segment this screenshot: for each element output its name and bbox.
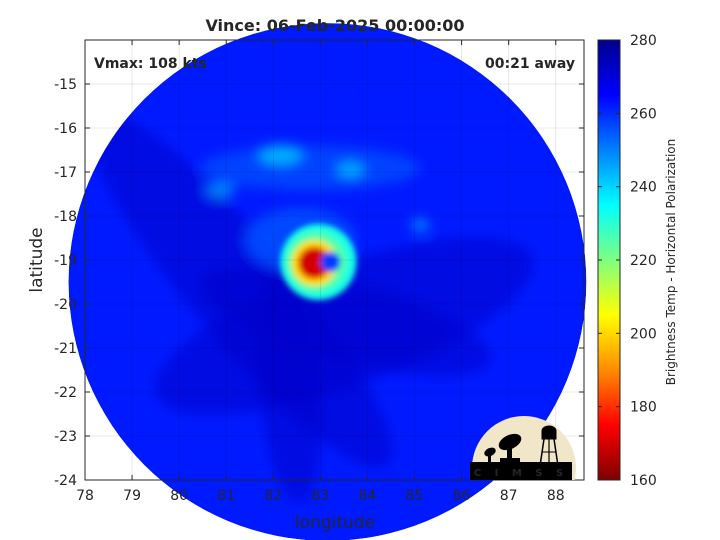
eyewall: [280, 224, 357, 300]
dark-band: [257, 263, 321, 503]
colorbar-tick-label: 160: [630, 473, 657, 489]
colorbar-tick-label: 180: [630, 400, 657, 416]
x-tick-label: 81: [217, 488, 235, 504]
water-tower-icon: [539, 425, 559, 467]
y-axis-ticks: -15 -16 -17 -18 -19 -20 -21 -22 -23 -24: [54, 77, 584, 489]
logo-banner: [470, 462, 572, 480]
eyewall-core: [298, 247, 331, 279]
time-away-label: 00:21 away: [485, 56, 575, 72]
x-tick-label: 83: [311, 488, 329, 504]
vmax-label: Vmax: 108 kts: [94, 56, 207, 72]
colorbar-tick-label: 220: [630, 253, 657, 269]
colorbar-tick-label: 260: [630, 106, 657, 122]
colorbar-ticks: 160 180 200 220 240 260 280: [598, 33, 657, 489]
grid: [84, 40, 584, 481]
x-tick-label: 80: [170, 488, 188, 504]
colorbar-label: Brightness Temp - Horizontal Polarizatio…: [664, 139, 678, 386]
rain-bands: [86, 109, 534, 503]
microwave-swath-image: [68, 23, 587, 540]
colorbar-tick-label: 280: [630, 33, 657, 49]
y-tick-label: -19: [54, 253, 77, 269]
x-tick-label: 79: [123, 488, 141, 504]
x-axis-label: longitude: [295, 513, 375, 533]
outer-band-cell: [206, 183, 235, 197]
outer-band-cell: [258, 145, 303, 165]
x-tick-label: 84: [359, 488, 377, 504]
y-tick-label: -23: [54, 429, 77, 445]
y-tick-label: -18: [54, 209, 77, 225]
y-tick-label: -22: [54, 385, 77, 401]
y-tick-label: -16: [54, 121, 77, 137]
cimss-logo: C I M S S: [470, 416, 576, 480]
y-tick-label: -21: [54, 341, 77, 357]
x-tick-label: 88: [547, 488, 565, 504]
colorbar-tick-label: 240: [630, 180, 657, 196]
outer-band-cell: [411, 219, 430, 231]
y-tick-label: -17: [54, 165, 77, 181]
y-tick-label: -20: [54, 297, 77, 313]
x-tick-label: 86: [453, 488, 471, 504]
x-tick-label: 85: [406, 488, 424, 504]
dish-icon: [484, 433, 522, 462]
outer-band: [200, 146, 421, 190]
x-tick-label: 87: [500, 488, 518, 504]
eye: [320, 252, 341, 272]
y-tick-label: -15: [54, 77, 77, 93]
x-tick-label: 82: [264, 488, 282, 504]
y-axis-label: latitude: [27, 227, 47, 292]
logo-text: C I M S S: [474, 468, 568, 479]
x-tick-label: 78: [76, 488, 94, 504]
y-tick-label: -24: [54, 473, 77, 489]
chart-title: Vince: 06-Feb-2025 00:00:00: [205, 16, 464, 35]
x-axis-ticks: 78 79 80 81 82 83 84 85 86 87 88: [76, 40, 565, 504]
outer-band-cell: [336, 162, 365, 178]
colorbar: 160 180 200 220 240 260 280 Brightness Temp - …: [597, 33, 678, 489]
colorbar-tick-label: 200: [630, 326, 657, 342]
